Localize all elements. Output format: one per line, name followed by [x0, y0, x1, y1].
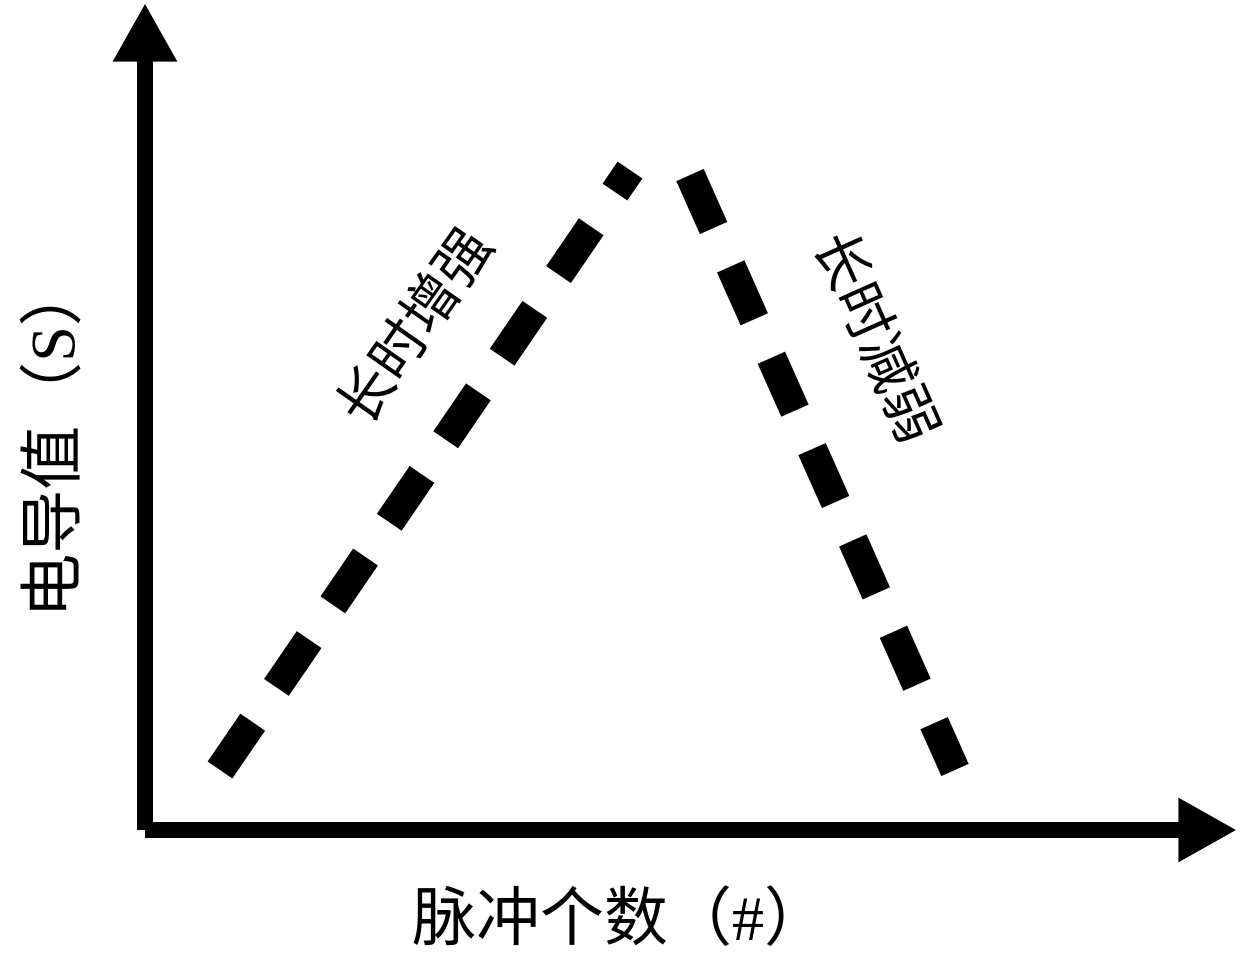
x-axis-label: 脉冲个数（#）	[412, 883, 828, 954]
chart-container: 长时增强长时减弱脉冲个数（#）电导值（S）	[0, 0, 1240, 974]
chart-svg: 长时增强长时减弱脉冲个数（#）电导值（S）	[0, 0, 1240, 974]
y-axis-label: 电导值（S）	[18, 262, 89, 618]
